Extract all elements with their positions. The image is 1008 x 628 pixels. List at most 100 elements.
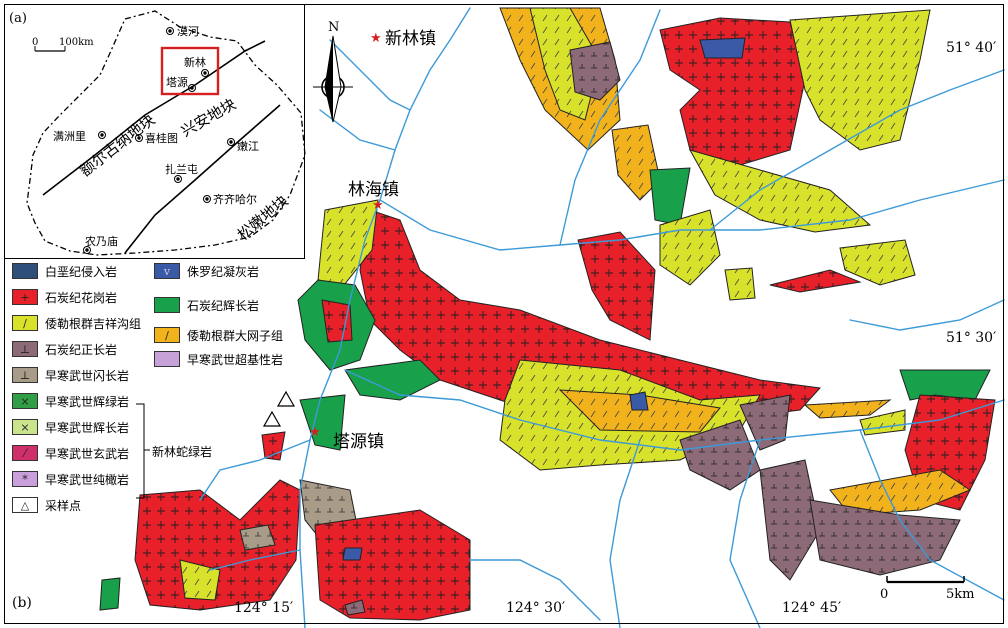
city-label: 塔源 — [166, 75, 188, 89]
unit-syenite — [679, 419, 761, 491]
legend-label: 侏罗纪凝灰岩 — [187, 264, 260, 279]
legend-item: × 早寒武世辉绿岩 — [12, 392, 129, 410]
river — [379, 179, 1005, 251]
legend-label: 倭勒根群吉祥沟组 — [45, 316, 142, 331]
river-main — [299, 7, 471, 628]
river — [344, 369, 1005, 451]
unit-granite — [359, 209, 822, 431]
unit-dawangzi — [803, 399, 892, 419]
block-boundary-2 — [124, 104, 281, 254]
unit-dawangzi — [611, 124, 661, 201]
legend-item: 石炭纪辉长岩 — [154, 296, 259, 314]
unit-jixianggou — [724, 267, 756, 301]
scale-zero: 0 — [880, 587, 888, 602]
legend-item: × 早寒武世辉长岩 — [12, 418, 129, 436]
legend-item: ⁄ 早寒武世玄武岩 — [12, 444, 129, 462]
legend-swatch: * — [12, 471, 38, 487]
city-label: 满洲里 — [53, 130, 86, 143]
block-label: 兴安地块 — [178, 95, 239, 141]
unit-jixianggou — [688, 149, 872, 233]
unit-gabbro — [299, 394, 346, 451]
legend-item: ⊥ 石炭纪正长岩 — [12, 340, 117, 358]
river — [209, 549, 301, 571]
city-label: 农乃庙 — [85, 234, 118, 248]
sample-point — [276, 390, 296, 407]
legend-label: 石炭纪辉长岩 — [187, 298, 260, 313]
city-label: 嫩江 — [237, 139, 259, 153]
scale-zero: 0 — [32, 37, 38, 48]
legend-item: v 侏罗纪凝灰岩 — [154, 262, 259, 280]
unit-syenite — [809, 499, 961, 576]
study-area-box — [160, 46, 220, 96]
scale-bar: 0 5km — [880, 576, 974, 602]
legend-swatch: ⁄ — [12, 445, 38, 461]
panel-a-label: (a) — [9, 11, 27, 26]
town-label: 新林镇 — [385, 29, 436, 49]
town-star: ★ — [309, 425, 321, 440]
city-label: 扎兰屯 — [165, 162, 198, 176]
river — [609, 439, 641, 628]
block-boundary-1 — [42, 40, 266, 196]
legend-label: 倭勒根群大网子组 — [187, 328, 284, 343]
legend-swatch: △ — [12, 497, 38, 513]
unit-tuff — [342, 547, 363, 561]
legend-item: / 倭勒根群大网子组 — [154, 326, 283, 344]
legend-swatch — [12, 263, 38, 279]
city-label: 漠河 — [177, 25, 199, 38]
legend-label: 早寒武世辉绿岩 — [45, 394, 130, 409]
legend-item: △ 采样点 — [12, 496, 81, 514]
legend-label: 石炭纪花岗岩 — [45, 290, 118, 305]
block-label: 额尔古纳地块 — [76, 111, 158, 181]
unit-granite — [769, 269, 862, 293]
river — [199, 439, 311, 501]
legend-label: 白垩纪侵入岩 — [45, 264, 118, 279]
lat-label: 51° 40′ — [946, 40, 996, 56]
town-star: ★ — [370, 31, 382, 46]
unit-gabbro — [649, 167, 691, 226]
north-arrow: N — [313, 20, 353, 123]
scale-value: 100km — [59, 37, 94, 48]
town-label: 林海镇 — [348, 180, 399, 200]
group-label: 新林蛇绿岩 — [152, 445, 213, 459]
river — [559, 9, 661, 246]
river — [729, 439, 761, 628]
unit-syenite — [739, 394, 791, 451]
unit-jixianggou — [839, 239, 916, 286]
legend-label: 石炭纪正长岩 — [45, 342, 118, 357]
legend-item: ⊥ 早寒武世闪长岩 — [12, 366, 129, 384]
scale-value: 5km — [946, 587, 974, 602]
legend-swatch: ⊥ — [12, 341, 38, 357]
legend-swatch — [154, 351, 180, 367]
unit-gabbro — [99, 577, 121, 611]
legend-label: 采样点 — [45, 498, 82, 513]
legend-swatch: + — [12, 289, 38, 305]
unit-diorite — [239, 524, 276, 551]
unit-jixianggou — [789, 9, 931, 151]
city-label: 喜桂图 — [145, 131, 178, 145]
group-bracket — [136, 403, 145, 499]
river — [859, 429, 1005, 601]
legend-swatch: × — [12, 393, 38, 409]
legend-label: 早寒武世纯橄岩 — [45, 472, 130, 487]
unit-granite — [577, 231, 656, 341]
town-star: ★ — [372, 198, 384, 213]
river — [469, 559, 601, 621]
unit-granite — [314, 509, 471, 621]
unit-granite — [134, 479, 301, 611]
unit-jixianggou — [317, 199, 379, 291]
unit-syenite — [759, 459, 821, 581]
lon-label: 124° 30′ — [506, 600, 565, 616]
legend-item: 白垩纪侵入岩 — [12, 262, 117, 280]
legend-item: / 倭勒根群吉祥沟组 — [12, 314, 141, 332]
north-label: N — [328, 20, 339, 35]
river — [329, 39, 411, 111]
river — [709, 69, 1005, 231]
unit-dawangzi — [558, 389, 721, 433]
lat-label: 51° 30′ — [946, 330, 996, 346]
lon-label: 124° 45′ — [782, 600, 841, 616]
territory-boundary — [26, 10, 306, 256]
legend-swatch: × — [12, 419, 38, 435]
sample-point — [262, 410, 282, 427]
river — [849, 299, 1005, 331]
